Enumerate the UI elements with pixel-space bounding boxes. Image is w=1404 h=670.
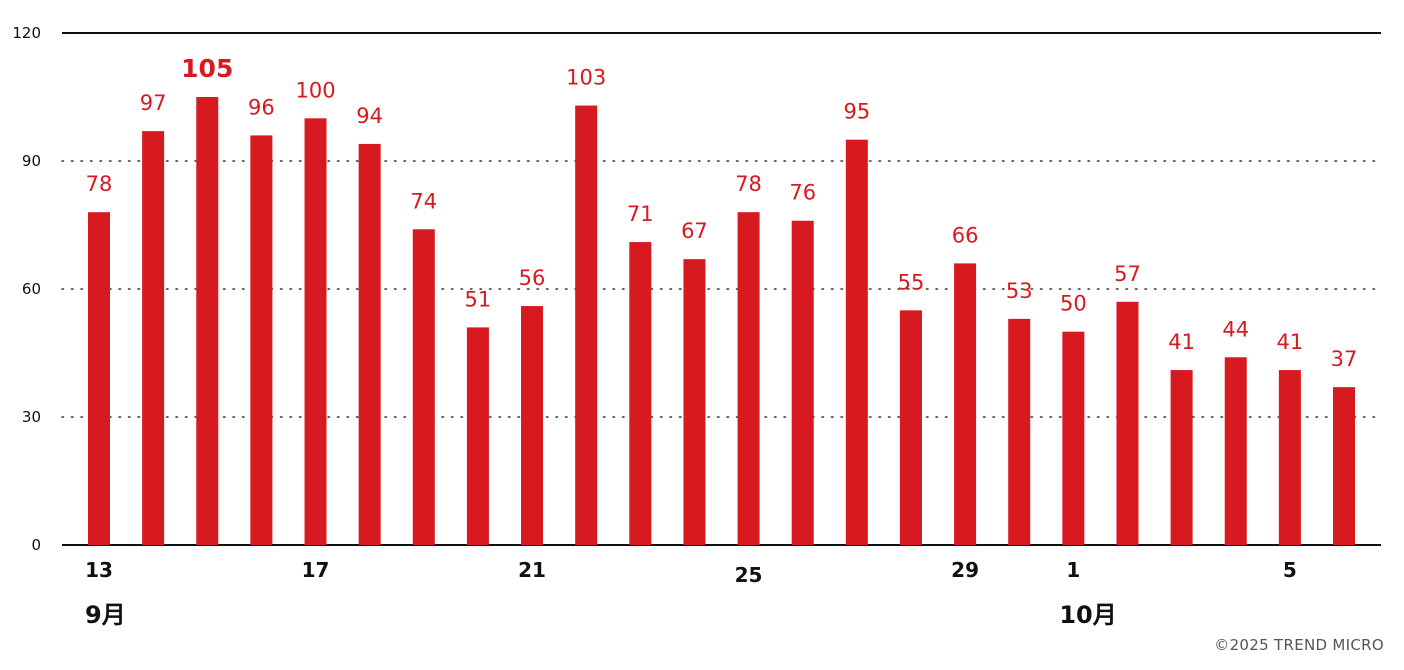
- y-axis: 0 30 60 90 120: [12, 24, 41, 554]
- copyright-text: ©2025 TREND MICRO: [1214, 636, 1384, 654]
- x-tick-label: 1: [1066, 558, 1080, 582]
- bar: [521, 306, 544, 545]
- value-label: 97: [140, 91, 167, 115]
- x-tick-label: 21: [518, 558, 546, 582]
- value-label: 78: [735, 172, 762, 196]
- value-label: 96: [248, 95, 275, 119]
- grid-lines: [61, 32, 1382, 546]
- value-label: 57: [1114, 262, 1141, 286]
- bar: [1116, 301, 1139, 545]
- value-label: 78: [86, 172, 113, 196]
- bar: [1224, 357, 1247, 545]
- x-axis: 13 17 21 25 29 1 5: [85, 558, 1297, 587]
- value-label: 74: [410, 189, 437, 213]
- y-tick-label: 90: [22, 152, 41, 170]
- value-label: 44: [1222, 317, 1249, 341]
- bar: [196, 97, 219, 545]
- value-label: 55: [898, 270, 925, 294]
- value-label: 95: [843, 100, 870, 124]
- bar: [1333, 387, 1355, 545]
- bar: [1008, 318, 1031, 545]
- x-tick-label: 29: [951, 558, 979, 582]
- value-label: 100: [295, 78, 335, 102]
- month-label: 9月: [85, 601, 126, 629]
- value-label: 41: [1168, 330, 1195, 354]
- x-tick-label: 5: [1283, 558, 1297, 582]
- value-label: 50: [1060, 292, 1087, 316]
- x-tick-label: 13: [85, 558, 113, 582]
- month-label: 10月: [1059, 601, 1116, 629]
- bar: [899, 310, 922, 545]
- month-labels: 9月 10月: [85, 601, 1117, 629]
- bar: [88, 212, 110, 545]
- x-tick-label: 17: [302, 558, 330, 582]
- value-labels: 78 97 105 96 100 94 74 51 56 103 71 67 78 76 95 55 66 53 5…: [86, 54, 1358, 371]
- bar: [1170, 370, 1193, 545]
- value-label: 94: [356, 104, 383, 128]
- value-label: 66: [952, 223, 979, 247]
- x-tick-label: 25: [735, 563, 763, 587]
- value-label: 76: [789, 181, 816, 205]
- value-label: 67: [681, 219, 708, 243]
- y-tick-label: 60: [22, 280, 41, 298]
- value-label: 51: [465, 287, 492, 311]
- bars: [88, 97, 1355, 546]
- bar: [1278, 370, 1301, 545]
- bar: [845, 139, 868, 545]
- value-label: 56: [519, 266, 546, 290]
- value-label: 41: [1277, 330, 1304, 354]
- y-tick-label: 120: [12, 24, 41, 42]
- bar: [629, 242, 652, 546]
- value-label: 71: [627, 202, 654, 226]
- bar: [412, 229, 435, 545]
- bar: [304, 118, 327, 545]
- value-label: 37: [1331, 347, 1358, 371]
- bar: [358, 143, 381, 545]
- bar: [142, 131, 165, 545]
- value-label: 105: [181, 54, 233, 83]
- bar: [791, 220, 814, 545]
- y-tick-label: 30: [22, 408, 41, 426]
- bar: [466, 327, 489, 545]
- bar: [575, 105, 598, 546]
- y-tick-label: 0: [31, 536, 41, 554]
- bar: [250, 135, 273, 545]
- bar: [1062, 331, 1085, 545]
- value-label: 53: [1006, 279, 1033, 303]
- bar: [737, 212, 760, 545]
- bar: [954, 263, 977, 545]
- bar: [683, 259, 706, 545]
- value-label: 103: [566, 66, 606, 90]
